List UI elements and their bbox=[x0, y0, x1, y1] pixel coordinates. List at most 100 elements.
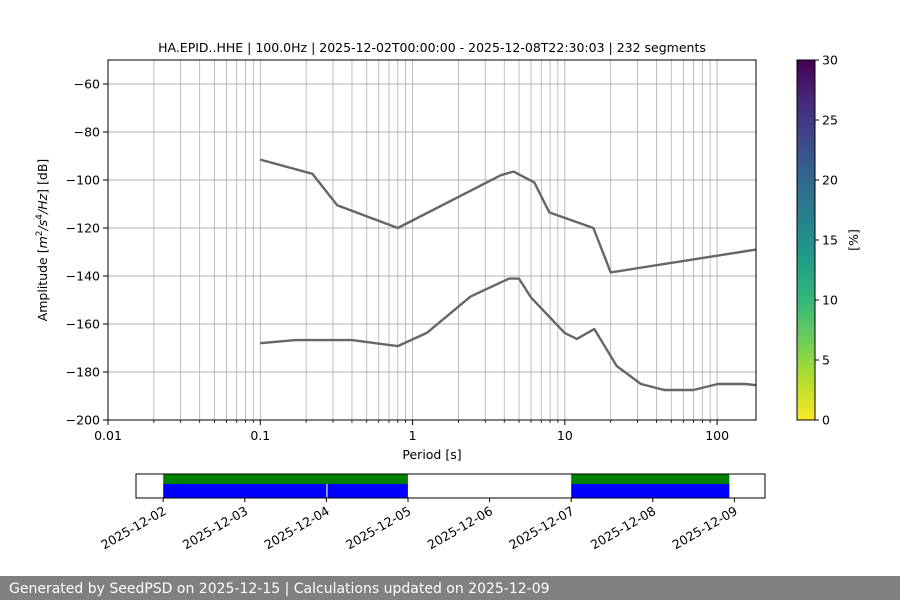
colorbar-segment bbox=[797, 75, 815, 79]
colorbar-segment bbox=[797, 222, 815, 226]
y-axis-label-part: 2 bbox=[35, 230, 45, 236]
y-tick-label: −60 bbox=[74, 77, 100, 92]
y-axis-label-part: /s bbox=[35, 219, 50, 231]
colorbar-segment bbox=[797, 120, 815, 124]
colorbar-segment bbox=[797, 342, 815, 346]
colorbar-segment bbox=[797, 183, 815, 187]
y-axis-label-part: m bbox=[35, 236, 50, 248]
colorbar-segment bbox=[797, 243, 815, 247]
colorbar-segment bbox=[797, 357, 815, 361]
colorbar-segment bbox=[797, 204, 815, 208]
colorbar-label: [%] bbox=[846, 229, 861, 251]
colorbar-segment bbox=[797, 96, 815, 100]
colorbar-segment bbox=[797, 336, 815, 340]
colorbar-segment bbox=[797, 168, 815, 172]
low-noise-model-line bbox=[260, 277, 757, 392]
colorbar-segment bbox=[797, 369, 815, 373]
colorbar-segment bbox=[797, 63, 815, 67]
colorbar-tick-label: 25 bbox=[822, 113, 838, 128]
timeline-tick-label: 2025-12-04 bbox=[261, 503, 331, 552]
colorbar-segment bbox=[797, 66, 815, 70]
colorbar-segment bbox=[797, 90, 815, 94]
colorbar-segment bbox=[797, 219, 815, 223]
colorbar-segment bbox=[797, 279, 815, 283]
colorbar-segment bbox=[797, 363, 815, 367]
colorbar-segment bbox=[797, 102, 815, 106]
colorbar-segment bbox=[797, 306, 815, 310]
y-axis: −200 −180 −160 −140 −120 −100 −80 −60 bbox=[66, 77, 108, 428]
colorbar-segment bbox=[797, 300, 815, 304]
colorbar-segment bbox=[797, 123, 815, 127]
colorbar-segment bbox=[797, 93, 815, 97]
footer-bar: Generated by SeedPSD on 2025-12-15 | Cal… bbox=[0, 576, 900, 600]
colorbar-segment bbox=[797, 285, 815, 289]
colorbar-segment bbox=[797, 87, 815, 91]
colorbar-segment bbox=[797, 111, 815, 115]
colorbar-segment bbox=[797, 114, 815, 118]
colorbar-segment bbox=[797, 390, 815, 394]
x-axis: 0.01 0.1 1 10 100 bbox=[94, 420, 729, 443]
colorbar-segment bbox=[797, 378, 815, 382]
colorbar-segment bbox=[797, 156, 815, 160]
colorbar-segment bbox=[797, 177, 815, 181]
y-axis-label: Amplitude [m2/s4/Hz] [dB] bbox=[35, 159, 50, 322]
timeline-tick-label: 2025-12-07 bbox=[506, 503, 576, 552]
timeline-tick-label: 2025-12-08 bbox=[588, 503, 658, 552]
colorbar-segment bbox=[797, 186, 815, 190]
colorbar-segment bbox=[797, 126, 815, 130]
colorbar-segment bbox=[797, 72, 815, 76]
colorbar-segment bbox=[797, 84, 815, 88]
data-availability-bar bbox=[163, 474, 408, 484]
colorbar-tick-label: 5 bbox=[822, 353, 830, 368]
colorbar-segment bbox=[797, 273, 815, 277]
colorbar-segment bbox=[797, 195, 815, 199]
colorbar-segment bbox=[797, 198, 815, 202]
colorbar: 0 5 10 15 20 25 30 bbox=[796, 53, 838, 428]
colorbar-segment bbox=[797, 330, 815, 334]
y-tick-label: −160 bbox=[66, 317, 100, 332]
colorbar-segment bbox=[797, 396, 815, 400]
y-tick-label: −180 bbox=[66, 365, 100, 380]
colorbar-segment bbox=[797, 384, 815, 388]
psd-segment-bar bbox=[327, 484, 408, 498]
colorbar-segment bbox=[797, 315, 815, 319]
y-tick-label: −200 bbox=[66, 413, 100, 428]
colorbar-segment bbox=[797, 132, 815, 136]
high-noise-model-line bbox=[259, 158, 757, 274]
colorbar-segment bbox=[797, 231, 815, 235]
colorbar-segment bbox=[797, 276, 815, 280]
colorbar-segment bbox=[797, 78, 815, 82]
colorbar-segment bbox=[797, 333, 815, 337]
footer-text: Generated by SeedPSD on 2025-12-15 | Cal… bbox=[9, 581, 550, 597]
colorbar-segment bbox=[797, 228, 815, 232]
psd-segment-bar bbox=[571, 484, 730, 498]
colorbar-segment bbox=[797, 249, 815, 253]
colorbar-segment bbox=[797, 381, 815, 385]
colorbar-segment bbox=[797, 255, 815, 259]
colorbar-segment bbox=[797, 345, 815, 349]
colorbar-segment bbox=[797, 339, 815, 343]
colorbar-segment bbox=[797, 270, 815, 274]
data-availability-bar bbox=[571, 474, 730, 484]
colorbar-segment bbox=[797, 69, 815, 73]
colorbar-segment bbox=[797, 309, 815, 313]
x-tick-label: 0.1 bbox=[250, 428, 270, 443]
colorbar-segment bbox=[797, 234, 815, 238]
colorbar-segment bbox=[797, 210, 815, 214]
colorbar-segment bbox=[797, 327, 815, 331]
colorbar-segment bbox=[797, 321, 815, 325]
colorbar-segment bbox=[797, 150, 815, 154]
timeline-frame bbox=[135, 473, 766, 499]
noise-models bbox=[259, 158, 757, 392]
colorbar-tick-label: 10 bbox=[822, 293, 838, 308]
y-tick-label: −100 bbox=[66, 173, 100, 188]
colorbar-segment bbox=[797, 408, 815, 412]
colorbar-segment bbox=[797, 372, 815, 376]
colorbar-segment bbox=[797, 240, 815, 244]
colorbar-segment bbox=[797, 291, 815, 295]
psd-segment-bar bbox=[163, 484, 327, 498]
x-tick-label: 10 bbox=[557, 428, 573, 443]
colorbar-segment bbox=[797, 312, 815, 316]
colorbar-segment bbox=[797, 252, 815, 256]
